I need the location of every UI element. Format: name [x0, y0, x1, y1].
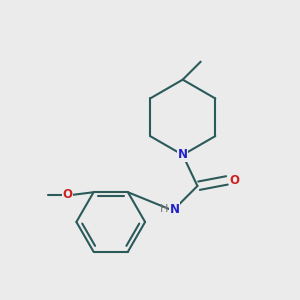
Text: N: N	[170, 203, 180, 216]
Text: H: H	[160, 204, 168, 214]
Text: O: O	[230, 174, 239, 187]
Text: N: N	[178, 148, 188, 161]
Text: O: O	[62, 188, 72, 201]
